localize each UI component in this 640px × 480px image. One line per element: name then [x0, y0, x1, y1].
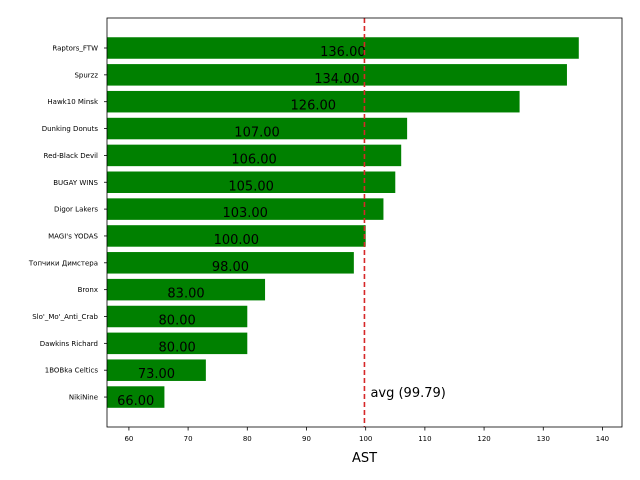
x-tick-label: 100	[359, 435, 372, 443]
bar-value-label: 100.00	[214, 233, 260, 248]
value-labels-group: 136.00 134.00 126.00 107.00 106.00 105.00 103.…	[117, 45, 366, 409]
bar-value-label: 73.00	[138, 367, 175, 382]
bar	[107, 198, 384, 220]
x-tick-label: 110	[418, 435, 431, 443]
bar-value-label: 80.00	[159, 340, 196, 355]
category-label: Slo'_Mo'_Anti_Crab	[32, 313, 98, 321]
x-tick-label: 140	[596, 435, 609, 443]
category-label: Raptors_FTW	[52, 45, 98, 53]
category-label: NikiNine	[69, 394, 98, 402]
bar	[107, 117, 408, 140]
bar	[107, 144, 402, 167]
bar-value-label: 83.00	[167, 287, 204, 302]
bar	[107, 225, 366, 247]
category-label: Bronx	[78, 286, 98, 294]
bar-value-label: 66.00	[117, 394, 154, 409]
category-label: Hawk10 Minsk	[47, 98, 99, 106]
bar	[107, 278, 266, 301]
bar-value-label: 107.00	[234, 126, 280, 141]
bar	[107, 37, 579, 59]
x-tick-label: 120	[477, 435, 490, 443]
average-group: avg (99.79)	[363, 18, 446, 427]
category-label: Dawkins Richard	[40, 340, 98, 348]
bar	[107, 305, 248, 328]
x-axis-ticks: 60 70 80 90 100 110 120 130 140	[124, 427, 609, 443]
category-label: 1BOBka Celtics	[45, 367, 99, 375]
average-label: avg (99.79)	[370, 386, 445, 401]
category-label: Dunking Donuts	[42, 125, 99, 133]
category-label: BUGAY WINS	[53, 179, 98, 187]
bar-value-label: 136.00	[320, 45, 366, 60]
x-tick-label: 90	[302, 435, 311, 443]
bars-group	[107, 37, 579, 408]
bar	[107, 90, 520, 113]
bar-value-label: 80.00	[159, 314, 196, 329]
category-label: Digor Lakers	[54, 206, 98, 214]
bar	[107, 64, 567, 86]
x-tick-label: 80	[243, 435, 252, 443]
bar-value-label: 103.00	[222, 206, 268, 221]
category-label: Топчики Димстера	[28, 259, 98, 267]
x-tick-label: 60	[124, 435, 133, 443]
bar-value-label: 98.00	[212, 260, 249, 275]
bar-value-label: 126.00	[291, 99, 337, 114]
bar-value-label: 105.00	[228, 179, 274, 194]
x-tick-label: 70	[184, 435, 193, 443]
category-label: MAGI's YODAS	[48, 232, 98, 240]
bar	[107, 252, 354, 274]
category-label: Spurzz	[74, 71, 98, 79]
bar	[107, 359, 206, 381]
bar	[107, 171, 396, 193]
category-label: Red-Black Devil	[44, 152, 99, 160]
bar	[107, 332, 248, 355]
x-tick-label: 130	[537, 435, 550, 443]
bar	[107, 386, 165, 408]
bar-value-label: 134.00	[314, 72, 360, 87]
x-axis-label: AST	[352, 451, 377, 466]
plot-frame	[106, 17, 623, 428]
y-axis-ticks: Raptors_FTW Spurzz Hawk10 Minsk Dunking Don…	[28, 45, 107, 402]
bar-value-label: 106.00	[231, 152, 277, 167]
